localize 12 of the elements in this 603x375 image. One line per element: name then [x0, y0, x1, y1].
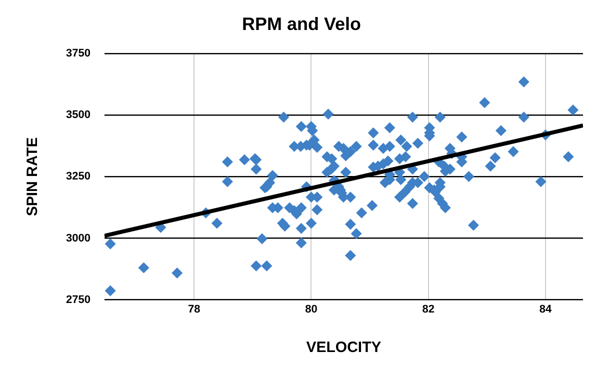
y-tick-label: 3750: [66, 48, 90, 60]
x-tick-label: 78: [188, 303, 200, 316]
y-tick-label: 3250: [66, 170, 90, 183]
x-axis-title: VELOCITY: [306, 339, 382, 356]
y-tick-label: 3500: [66, 109, 90, 122]
chart-title: RPM and Velo: [242, 14, 362, 34]
x-tick-label: 82: [422, 303, 434, 316]
y-axis-title: SPIN RATE: [24, 137, 42, 216]
y-tick-label: 2750: [66, 294, 90, 306]
x-tick-label: 80: [305, 303, 318, 316]
y-tick-label: 3000: [66, 232, 90, 244]
x-tick-label: 84: [539, 303, 553, 316]
